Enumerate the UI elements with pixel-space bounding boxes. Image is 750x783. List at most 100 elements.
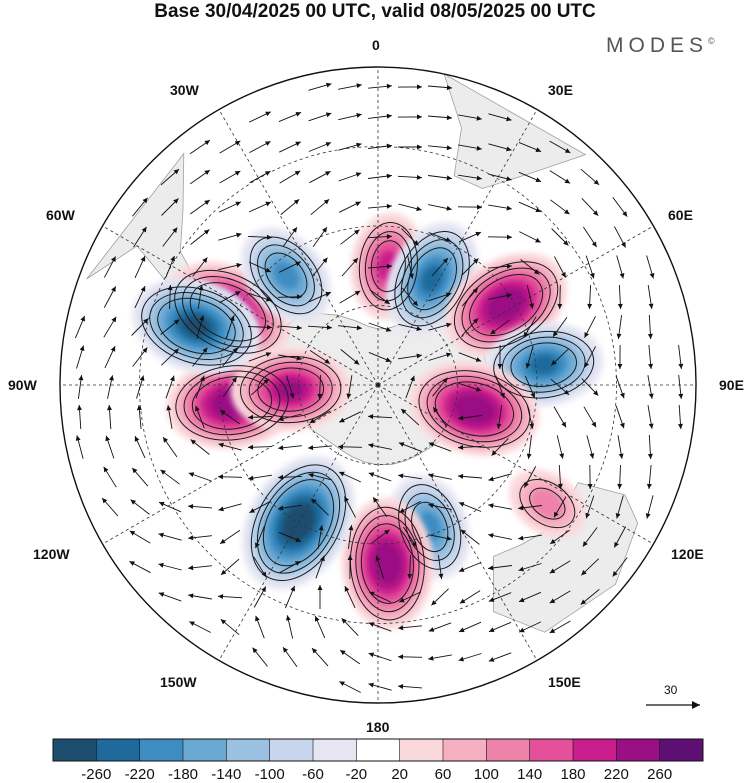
wind-arrow	[488, 503, 512, 510]
wind-arrow	[457, 444, 483, 450]
wind-arrow	[131, 467, 149, 487]
wind-arrow	[553, 406, 567, 428]
lon-label-0: 0	[372, 37, 380, 53]
lon-label-120w: 120W	[33, 546, 70, 562]
africa-land	[443, 73, 587, 189]
colorbar-label: 20	[391, 766, 409, 783]
wind-arrow	[428, 442, 452, 452]
wind-arrow	[617, 344, 623, 370]
wind-arrow	[460, 529, 480, 545]
wind-arrow	[581, 197, 599, 217]
wind-arrow	[549, 140, 571, 154]
wind-arrow	[398, 144, 422, 150]
wind-arrow	[368, 322, 392, 332]
colorbar-label: 220	[603, 766, 629, 783]
wind-arrow	[130, 499, 150, 515]
wind-arrow	[488, 293, 512, 300]
wind-arrow	[278, 325, 302, 331]
wind-arrow	[368, 83, 392, 89]
colorbar-label: -180	[167, 766, 199, 783]
wind-arrow	[134, 255, 146, 279]
lon-label-90e: 90E	[719, 377, 744, 393]
wind-arrow	[398, 591, 422, 603]
anomaly-center-positive	[230, 347, 351, 432]
wind-arrow	[248, 261, 272, 273]
wind-arrow	[166, 405, 173, 429]
wind-arrow	[613, 526, 627, 548]
contour-set	[519, 479, 576, 529]
wind-arrow	[308, 142, 332, 152]
meridian-line	[377, 225, 654, 386]
wind-arrow	[518, 591, 542, 603]
map-title: Base 30/04/2025 00 UTC, valid 08/05/2025…	[154, 1, 596, 22]
wind-arrow	[552, 316, 568, 338]
wind-arrow	[307, 445, 333, 451]
wind-arrow	[458, 231, 482, 243]
wind-arrow	[526, 285, 534, 309]
wind-arrow	[524, 375, 536, 399]
wind-arrow	[347, 525, 354, 549]
wind-arrow	[317, 585, 323, 609]
wind-arrow	[190, 229, 210, 245]
wind-arrow	[398, 442, 422, 452]
wind-arrow	[645, 495, 654, 519]
wind-arrow	[341, 257, 359, 277]
wind-arrow	[458, 414, 482, 421]
wind-arrow	[428, 232, 452, 242]
wind-arrow	[458, 114, 482, 121]
wind-arrow	[132, 347, 148, 367]
wind-arrow	[314, 615, 326, 639]
wind-arrow	[549, 590, 571, 604]
wind-arrow	[549, 620, 571, 634]
wind-arrow	[160, 168, 180, 186]
wind-arrow	[458, 352, 482, 362]
wind-arrow	[496, 405, 503, 429]
wind-arrow	[248, 474, 272, 481]
wind-arrow	[197, 285, 204, 309]
wind-arrow	[461, 317, 479, 337]
wind-arrow	[160, 348, 180, 366]
height-contours	[141, 221, 595, 621]
wind-arrow	[647, 405, 654, 429]
wind-arrow	[459, 590, 481, 604]
wind-arrow	[189, 199, 211, 215]
wind-arrow	[488, 204, 512, 211]
wind-arrow	[165, 375, 175, 399]
wind-arrow	[282, 226, 298, 248]
wind-arrow	[488, 592, 512, 602]
wind-arrow	[105, 435, 115, 459]
colorbar-swatch	[53, 739, 97, 761]
wind-arrow	[580, 589, 600, 605]
contour-set	[453, 261, 559, 349]
wind-arrow	[488, 173, 512, 182]
wind-arrow	[339, 649, 361, 665]
wind-arrow	[101, 497, 119, 517]
wind-arrow	[339, 681, 361, 693]
wind-arrow	[337, 444, 363, 450]
colorbar-swatch	[313, 739, 357, 761]
wind-arrow	[309, 350, 331, 364]
map-border	[59, 66, 697, 704]
wind-arrow	[195, 405, 205, 429]
wind-arrow	[488, 263, 512, 269]
wind-arrow	[488, 143, 512, 152]
colorbar-label: 100	[473, 766, 499, 783]
logo-text: MODES	[606, 34, 709, 57]
wind-arrow	[458, 502, 482, 512]
colorbar-label: -100	[254, 766, 285, 783]
wind-arrow	[488, 621, 512, 633]
meridian-line	[218, 109, 379, 386]
wind-arrow	[554, 256, 566, 278]
wind-arrow	[407, 255, 414, 279]
wind-arrow	[338, 471, 362, 483]
lon-label-180: 180	[366, 719, 390, 735]
wind-arrow	[248, 201, 272, 213]
wind-arrow	[583, 226, 597, 248]
wind-arrow	[585, 255, 595, 279]
wind-arrow	[279, 141, 301, 153]
wind-arrow	[158, 592, 182, 602]
wind-arrow	[461, 287, 479, 307]
wind-arrow	[344, 585, 356, 609]
wind-arrow	[518, 563, 542, 572]
